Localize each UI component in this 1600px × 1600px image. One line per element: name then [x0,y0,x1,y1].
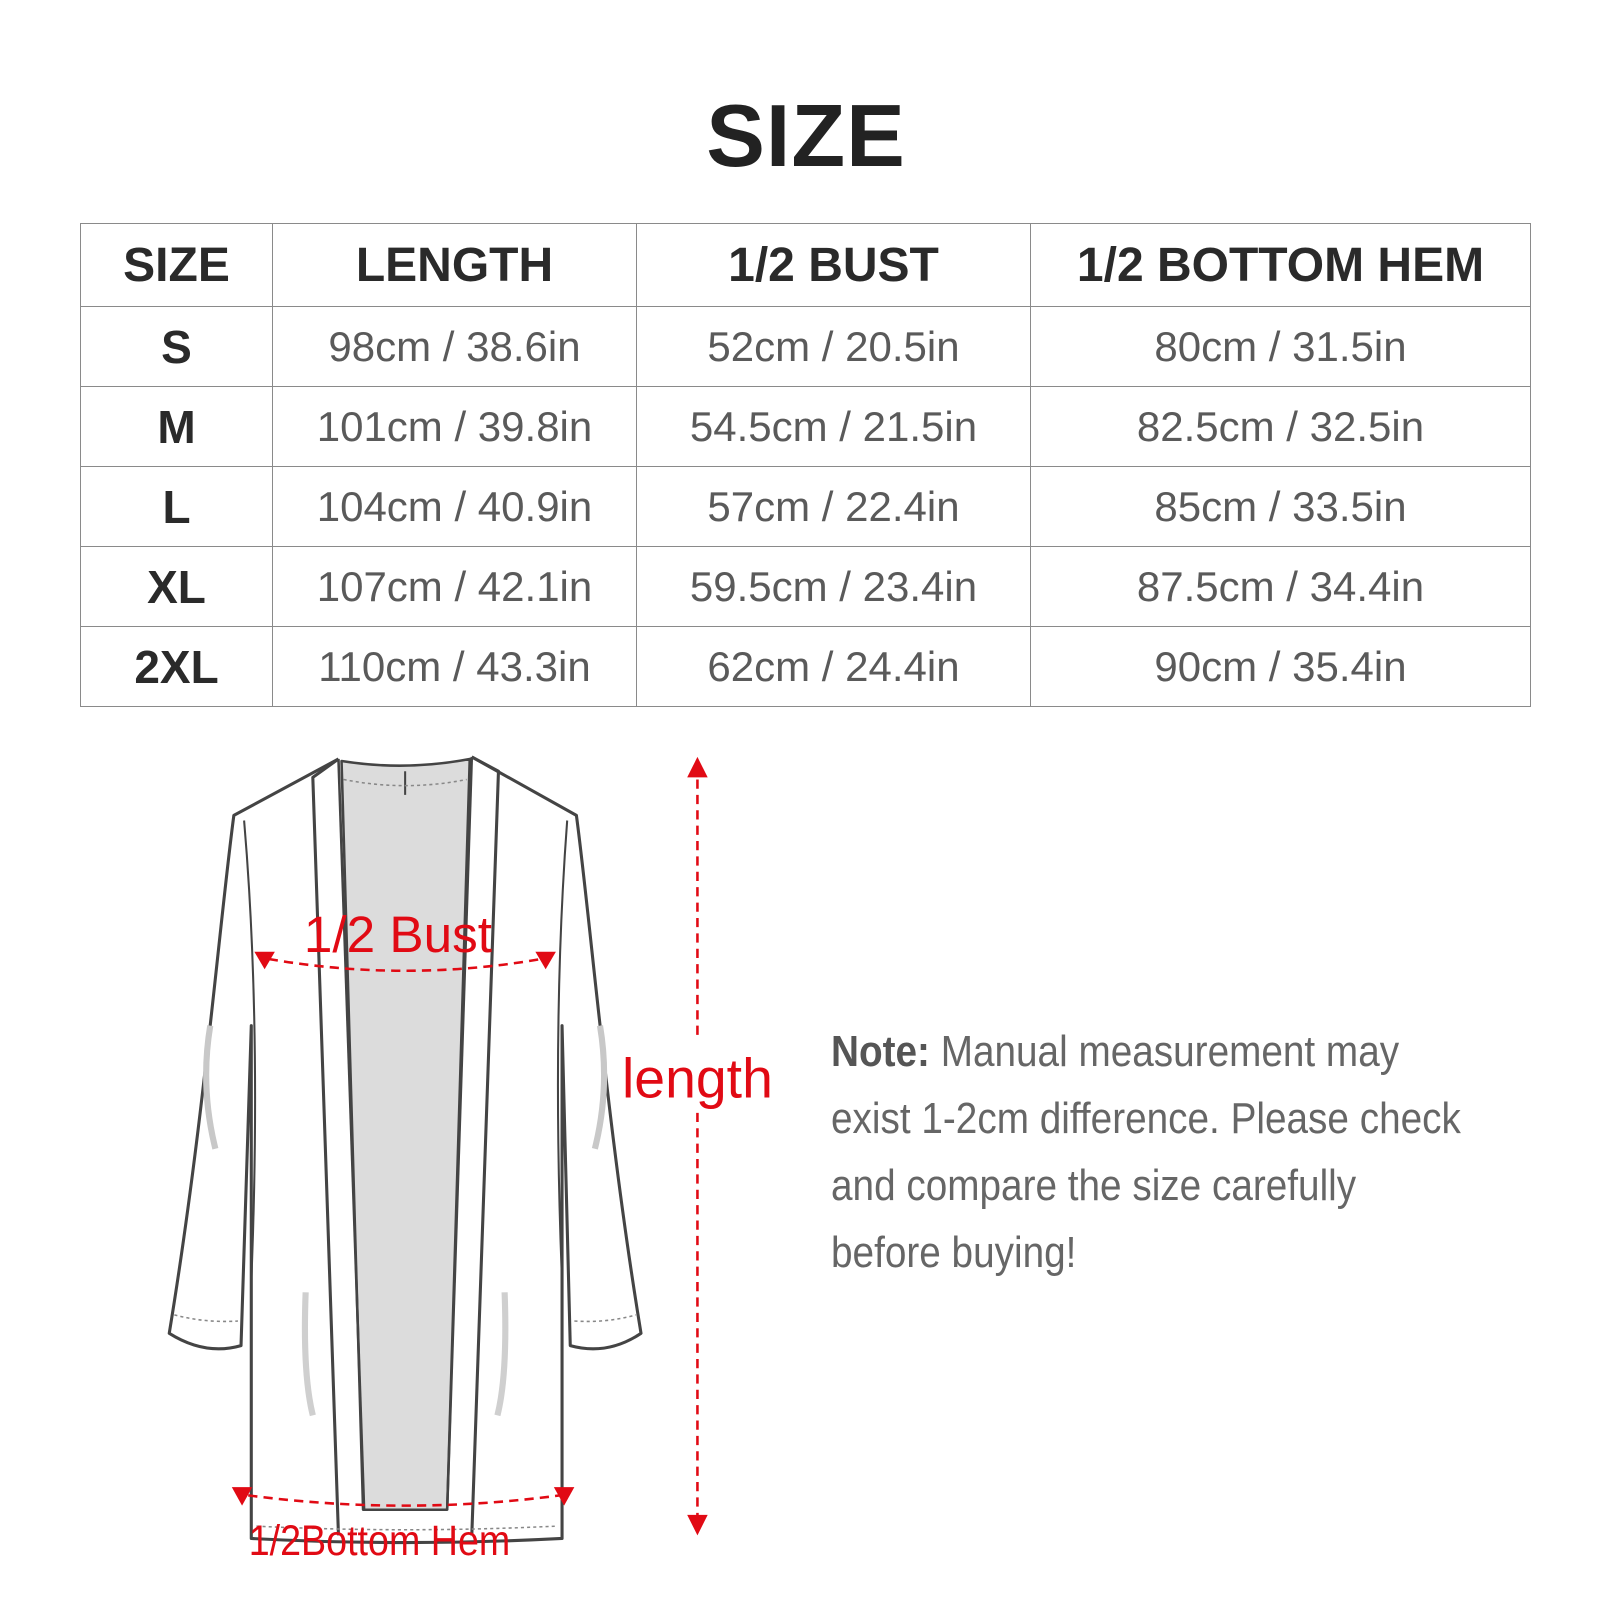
measurement-note: Note: Manual measurement may exist 1-2cm… [831,1018,1465,1286]
cell-bust: 62cm / 24.4in [636,626,1031,707]
table-row: L 104cm / 40.9in 57cm / 22.4in 85cm / 33… [80,466,1531,547]
length-measure-arrow [687,756,708,1536]
page-title: SIZE [706,86,906,185]
cell-size: XL [80,546,273,627]
note-label: Note: [831,1027,930,1076]
table-row: M 101cm / 39.8in 54.5cm / 21.5in 82.5cm … [80,386,1531,467]
header-size: SIZE [80,223,273,307]
cell-length: 107cm / 42.1in [272,546,637,627]
hem-label: 1/2Bottom Hem [249,1517,511,1565]
length-label: length [622,1047,773,1109]
note-text: Manual measurement may exist 1-2cm diffe… [831,1027,1461,1277]
cardigan-illustration [167,755,643,1545]
cell-size: 2XL [80,626,273,707]
cell-bust: 59.5cm / 23.4in [636,546,1031,627]
cell-hem: 85cm / 33.5in [1030,466,1531,547]
header-bottom-hem: 1/2 BOTTOM HEM [1030,223,1531,307]
cell-bust: 54.5cm / 21.5in [636,386,1031,467]
cell-size: S [80,306,273,387]
cell-hem: 90cm / 35.4in [1030,626,1531,707]
size-table: SIZE LENGTH 1/2 BUST 1/2 BOTTOM HEM S 98… [80,223,1531,707]
bust-measure-arrow [254,951,556,973]
cell-hem: 80cm / 31.5in [1030,306,1531,387]
cell-length: 98cm / 38.6in [272,306,637,387]
table-row: XL 107cm / 42.1in 59.5cm / 23.4in 87.5cm… [80,546,1531,627]
table-header-row: SIZE LENGTH 1/2 BUST 1/2 BOTTOM HEM [80,223,1531,307]
cell-size: M [80,386,273,467]
cell-hem: 87.5cm / 34.4in [1030,546,1531,627]
cell-bust: 57cm / 22.4in [636,466,1031,547]
table-row: 2XL 110cm / 43.3in 62cm / 24.4in 90cm / … [80,626,1531,707]
header-bust: 1/2 BUST [636,223,1031,307]
cell-length: 110cm / 43.3in [272,626,637,707]
cell-hem: 82.5cm / 32.5in [1030,386,1531,467]
hem-measure-arrow [231,1487,575,1507]
cell-bust: 52cm / 20.5in [636,306,1031,387]
table-row: S 98cm / 38.6in 52cm / 20.5in 80cm / 31.… [80,306,1531,387]
cell-length: 101cm / 39.8in [272,386,637,467]
bust-label: 1/2 Bust [304,906,492,963]
cell-length: 104cm / 40.9in [272,466,637,547]
